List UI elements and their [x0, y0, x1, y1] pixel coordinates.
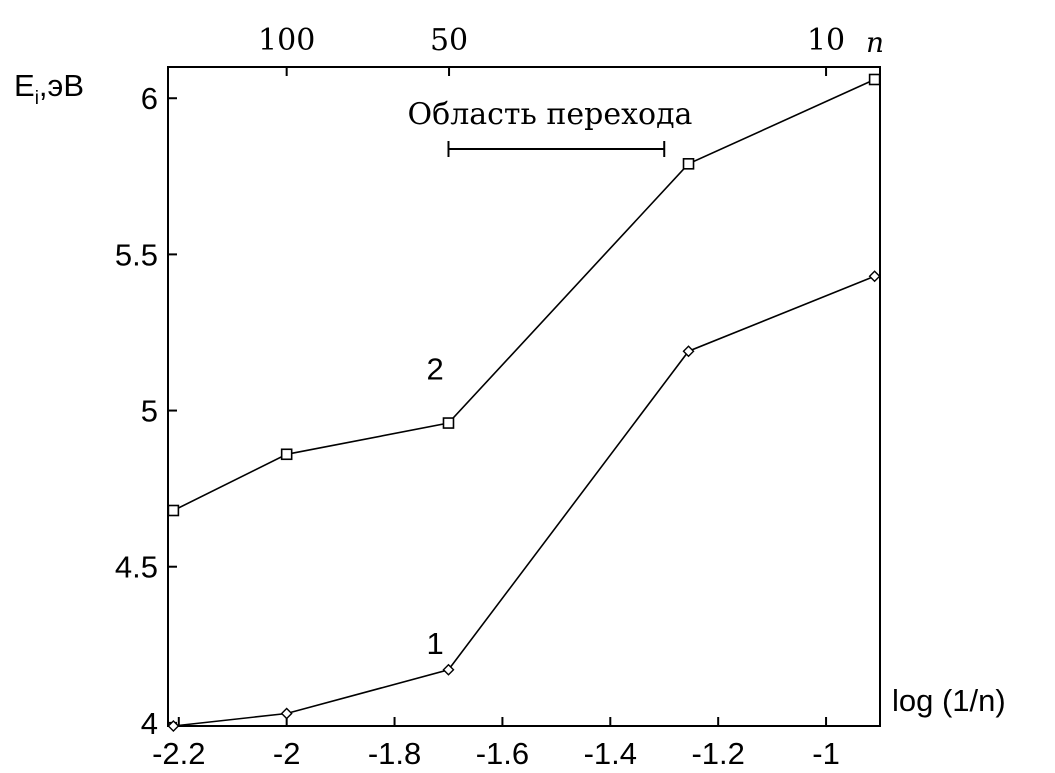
series-2-point — [442, 417, 455, 429]
x-tick-label: -1.2 — [691, 736, 744, 771]
x-tick-label: -2.2 — [152, 736, 205, 771]
series-1-point — [167, 720, 180, 732]
x-axis-label: log (1/n) — [892, 683, 1006, 718]
x-tick-label: -2 — [273, 736, 301, 771]
x-tick-label: -1.8 — [368, 736, 421, 771]
plot-frame — [167, 66, 881, 727]
y-tick-label: 4 — [141, 706, 158, 741]
y-tick-label: 5 — [141, 394, 158, 429]
series-2-point — [868, 73, 881, 86]
series-2-label: 2 — [426, 351, 443, 386]
y-tick-label: 5.5 — [115, 237, 158, 272]
top-tick-label: 100 — [258, 23, 315, 58]
series-2-line — [173, 78, 875, 512]
x-tick-label: -1.6 — [476, 736, 529, 771]
x-tick-label: -1.4 — [584, 736, 637, 771]
series-1-point — [442, 663, 455, 676]
y-tick-label: 6 — [141, 81, 158, 116]
top-tick-label: 50 — [430, 23, 468, 58]
top-axis-label: n — [866, 26, 884, 59]
series-1-point — [868, 270, 881, 283]
top-tick-label: 10 — [807, 23, 845, 58]
series-2-point — [682, 158, 695, 170]
ticks-layer: -2.2 -2 -1.8 -1.6 -1.4 -1.2 -1 4 4.5 5 5.5 6 100 50 10 — [115, 23, 845, 771]
series-1-line — [173, 275, 875, 727]
x-tick-label: -1 — [812, 736, 840, 771]
series-2-point — [280, 448, 293, 461]
transition-range-bracket — [447, 141, 666, 157]
series-1-label: 1 — [426, 626, 443, 661]
y-tick-label: 4.5 — [115, 550, 158, 585]
series-2-point — [167, 504, 180, 517]
series-layer: 12 — [167, 73, 881, 732]
y-axis-label: Ei,эВ — [14, 68, 84, 109]
series-1-point — [280, 707, 293, 720]
annotation-label: Область перехода — [408, 97, 693, 132]
series-1-point — [682, 345, 695, 358]
